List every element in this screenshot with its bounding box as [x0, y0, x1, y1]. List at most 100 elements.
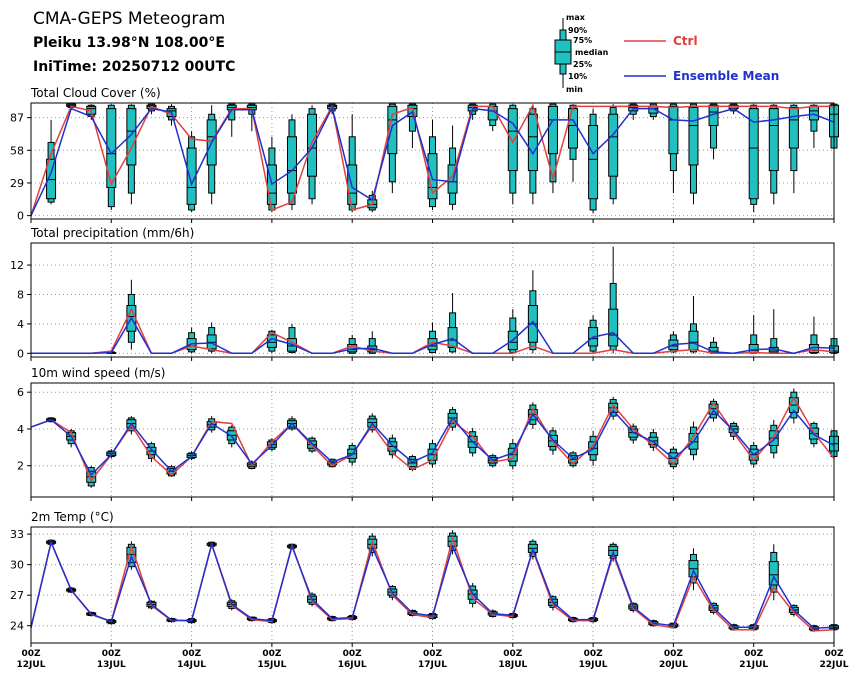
precipitation-box	[347, 334, 358, 354]
x-tick-label-time: 00Z	[343, 649, 363, 659]
box-outer	[710, 103, 718, 149]
init-time-label: IniTime: 20250712 00UTC	[33, 59, 235, 75]
box-inner	[547, 105, 558, 155]
box-inner	[768, 108, 779, 172]
legend-p25-label: 25%	[573, 60, 592, 69]
cloud-cover-box	[668, 103, 679, 194]
precipitation-box	[507, 309, 518, 354]
cloud-cover-frame	[30, 102, 835, 220]
y-tick-label: 6	[17, 386, 24, 399]
y-tick-label: 8	[17, 288, 24, 301]
wind-speed-title: 10m wind speed (m/s)	[31, 366, 165, 380]
x-tick-label-date: 17JUL	[418, 660, 447, 670]
x-tick-label-time: 00Z	[744, 649, 764, 659]
y-tick-label: 30	[10, 559, 24, 572]
x-tick-label-time: 00Z	[182, 649, 202, 659]
temperature-title: 2m Temp (°C)	[31, 510, 114, 524]
precipitation-box	[527, 270, 538, 354]
temperature-ctrl-line	[30, 535, 835, 632]
cloud-cover-mean-line	[30, 105, 835, 216]
x-tick-label-time: 00Z	[21, 649, 41, 659]
y-tick-label: 33	[10, 528, 24, 541]
x-tick-label-date: 21JUL	[739, 660, 768, 670]
x-tick-label-date: 15JUL	[257, 660, 286, 670]
box-inner	[688, 107, 699, 166]
precipitation-box	[668, 331, 679, 354]
precipitation-box	[608, 246, 619, 354]
legend-p75-label: 75%	[573, 36, 592, 45]
cloud-cover-box	[688, 103, 699, 205]
x-axis: 00Z12JUL00Z13JUL00Z14JUL00Z15JUL00Z16JUL…	[17, 649, 849, 670]
y-tick-label: 12	[10, 259, 24, 272]
cloud-cover-box	[387, 103, 398, 194]
y-tick-label: 24	[10, 620, 24, 633]
box-inner	[608, 113, 619, 177]
x-tick-label-date: 14JUL	[177, 660, 206, 670]
cloud-cover-box	[768, 104, 779, 205]
temperature-frame	[30, 526, 835, 644]
wind-speed-mean-line	[30, 409, 835, 477]
box-inner	[447, 327, 458, 348]
x-tick-label-time: 00Z	[503, 649, 523, 659]
precipitation-panel: Total precipitation (mm/6h) 0 4 8 12	[10, 226, 839, 361]
box-inner	[387, 105, 398, 155]
y-tick-label: 0	[17, 347, 24, 360]
y-tick-label: 29	[10, 177, 24, 190]
precipitation-frame	[30, 242, 835, 358]
cloud-cover-box	[206, 105, 217, 205]
x-tick-label-time: 00Z	[824, 649, 844, 659]
box-inner	[808, 105, 819, 121]
wind-speed-box	[507, 439, 518, 470]
cloud-cover-box	[487, 103, 498, 132]
precipitation-title: Total precipitation (mm/6h)	[30, 226, 194, 240]
wind-speed-box	[568, 451, 579, 468]
x-tick-label-time: 00Z	[664, 649, 684, 659]
y-tick-label: 27	[10, 589, 24, 602]
cloud-cover-box	[507, 104, 518, 205]
cloud-cover-box	[608, 104, 619, 205]
wind-speed-panel: 10m wind speed (m/s) 2 4 6	[17, 366, 839, 501]
legend-min-label: min	[566, 85, 583, 94]
x-tick-label-date: 18JUL	[498, 660, 527, 670]
panels: Total Cloud Cover (%) 0 29 58 87 Total precip…	[10, 86, 839, 647]
cloud-cover-box	[788, 104, 799, 194]
precipitation-mean-line	[31, 316, 835, 355]
x-tick-label-time: 00Z	[102, 649, 122, 659]
y-tick-label: 4	[17, 423, 24, 436]
cloud-cover-box	[527, 105, 538, 205]
box-inner	[668, 105, 679, 155]
cloud-cover-box	[307, 105, 318, 205]
wind-speed-box	[788, 388, 799, 424]
precipitation-box	[588, 315, 599, 354]
x-tick-label-time: 00Z	[262, 649, 282, 659]
wind-speed-box	[608, 396, 619, 420]
cloud-cover-box	[106, 104, 117, 210]
wind-speed-frame	[30, 382, 835, 498]
y-tick-label: 87	[10, 112, 24, 125]
wind-speed-box	[146, 441, 157, 463]
cloud-cover-title: Total Cloud Cover (%)	[30, 86, 161, 100]
box-inner	[527, 113, 538, 172]
location-label: Pleiku 13.98°N 108.00°E	[33, 35, 225, 51]
box-inner	[588, 125, 599, 200]
x-tick-label-date: 16JUL	[338, 660, 367, 670]
cloud-cover-box	[286, 114, 297, 210]
x-tick-label-date: 20JUL	[659, 660, 688, 670]
box-inner	[748, 343, 759, 354]
box-inner	[748, 108, 759, 200]
box-inner	[788, 107, 799, 149]
box-inner	[768, 561, 779, 586]
precipitation-box	[186, 327, 197, 354]
box-inner	[507, 108, 518, 172]
box-inner	[608, 308, 619, 347]
wind-speed-ctrl-line	[30, 396, 835, 482]
legend-p90-label: 90%	[568, 26, 587, 35]
box-outer	[228, 103, 236, 121]
x-tick-label-time: 00Z	[423, 649, 443, 659]
cloud-cover-ctrl-line	[30, 103, 834, 216]
cloud-cover-box	[427, 119, 438, 210]
x-tick-label-date: 22JUL	[820, 660, 849, 670]
cloud-cover-box	[708, 103, 719, 160]
precipitation-box	[748, 315, 759, 354]
